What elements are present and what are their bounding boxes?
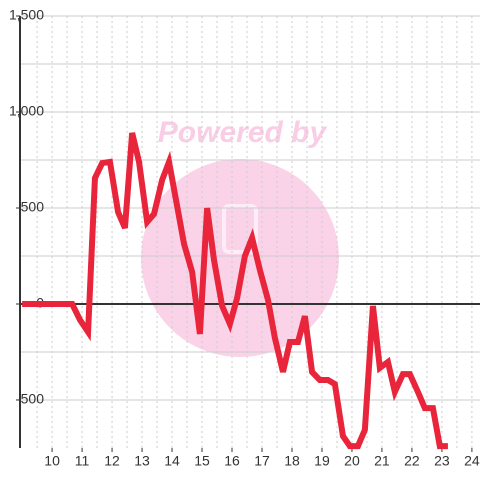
y-tick-label: 1,000	[9, 103, 44, 119]
x-tick-label: 22	[404, 453, 420, 469]
x-tick-label: 12	[104, 453, 120, 469]
y-tick-label: -500	[16, 391, 44, 407]
x-tick-label: 14	[164, 453, 180, 469]
data-line	[22, 132, 448, 450]
watermark-icon	[222, 204, 258, 254]
x-tick-label: 19	[314, 453, 330, 469]
x-tick-label: 13	[134, 453, 150, 469]
y-tick-label: 1,500	[9, 7, 44, 23]
watermark-text: Powered by	[158, 116, 328, 149]
x-tick-label: 11	[75, 453, 90, 469]
x-tick-label: 15	[194, 453, 210, 469]
y-tick-label: 500	[21, 199, 45, 215]
x-tick-label: 18	[284, 453, 300, 469]
x-tick-label: 21	[374, 453, 390, 469]
x-tick-label: 16	[224, 453, 240, 469]
x-tick-label: 10	[44, 453, 60, 469]
x-tick-label: 24	[464, 453, 480, 469]
x-tick-label: 17	[254, 453, 270, 469]
x-tick-label: 23	[434, 453, 450, 469]
x-tick-label: 20	[344, 453, 360, 469]
